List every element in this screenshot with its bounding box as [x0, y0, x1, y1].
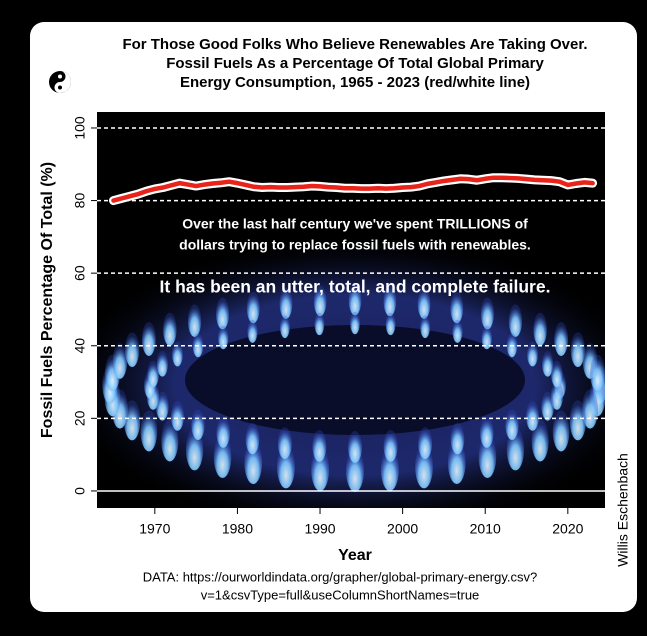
- source-note: v=1&csvType=full&useColumnShortNames=tru…: [201, 587, 480, 602]
- flame: [420, 315, 431, 339]
- flame: [481, 325, 492, 350]
- flame: [156, 391, 169, 421]
- flame: [247, 319, 258, 343]
- flame: [554, 322, 569, 356]
- flame: [125, 332, 140, 368]
- flame: [526, 401, 540, 431]
- chart-title: Energy Consumption, 1965 - 2023 (red/whi…: [180, 74, 530, 91]
- flame: [277, 427, 292, 460]
- flame: [163, 312, 177, 346]
- flame: [156, 351, 168, 377]
- flame: [140, 410, 158, 452]
- flame: [191, 409, 205, 440]
- flame: [417, 287, 431, 319]
- y-tick-label: 40: [72, 338, 88, 354]
- flame: [541, 391, 554, 421]
- flame: [452, 319, 463, 343]
- flame: [216, 417, 230, 448]
- flame: [551, 361, 563, 388]
- flame: [245, 423, 260, 455]
- series-line: [111, 175, 595, 203]
- flame: [112, 343, 128, 379]
- x-tick-label: 1990: [304, 521, 335, 537]
- source-note: DATA: https://ourworldindata.org/grapher…: [143, 569, 538, 584]
- flame: [531, 419, 549, 462]
- x-tick-label: 2010: [470, 521, 501, 537]
- flame: [533, 312, 547, 346]
- credit: Willis Eschenbach: [615, 453, 631, 567]
- flame: [246, 291, 260, 324]
- x-axis-label: Year: [338, 547, 372, 564]
- flame: [569, 400, 587, 441]
- y-axis-label: Fossil Fuels Percentage Of Total (%): [39, 162, 56, 438]
- chart-title: For Those Good Folks Who Believe Renewab…: [122, 36, 587, 53]
- annotation: Over the last half century we've spent T…: [182, 216, 528, 232]
- flame: [550, 381, 564, 410]
- flame: [123, 400, 141, 441]
- flame: [161, 419, 179, 462]
- flame: [480, 297, 494, 330]
- flame: [279, 315, 290, 339]
- flame: [542, 351, 554, 377]
- flame: [312, 430, 327, 463]
- chart-title: Fossil Fuels As a Percentage Of Total Gl…: [166, 55, 544, 72]
- flame: [385, 312, 396, 336]
- y-tick-label: 100: [72, 116, 88, 140]
- flame: [348, 284, 362, 316]
- flame: [480, 417, 494, 448]
- annotation: dollars trying to replace fossil fuels w…: [179, 237, 531, 253]
- flame: [141, 322, 156, 356]
- x-tick-label: 2020: [552, 521, 583, 537]
- flame: [383, 430, 398, 463]
- flame: [213, 435, 232, 478]
- flame: [187, 304, 202, 337]
- flame: [450, 423, 465, 455]
- x-tick-label: 2000: [387, 521, 418, 537]
- flame: [313, 285, 327, 317]
- flame: [508, 304, 523, 337]
- x-tick-label: 1970: [139, 521, 170, 537]
- flame: [350, 311, 360, 335]
- flame: [527, 341, 538, 367]
- flame: [170, 401, 184, 431]
- y-tick-label: 20: [72, 410, 88, 426]
- plot: [97, 127, 605, 492]
- annotation: It has been an utter, total, and complet…: [160, 277, 551, 297]
- flame: [450, 291, 464, 324]
- flame: [590, 354, 605, 392]
- flame: [505, 409, 519, 440]
- logo: [49, 71, 71, 93]
- y-tick-label: 80: [72, 193, 88, 209]
- flame: [552, 410, 570, 452]
- flame: [216, 297, 230, 330]
- flame-photo: [97, 235, 605, 508]
- flame: [147, 361, 159, 388]
- y-tick-label: 0: [72, 487, 88, 495]
- flame: [383, 285, 397, 317]
- x-tick-label: 1980: [222, 521, 253, 537]
- y-tick-label: 60: [72, 265, 88, 281]
- flame: [279, 287, 293, 319]
- flame: [570, 332, 585, 368]
- flame: [348, 431, 362, 463]
- flame: [218, 325, 229, 350]
- flame: [172, 341, 183, 367]
- flame: [478, 435, 497, 478]
- flame: [418, 427, 433, 460]
- flame: [314, 312, 325, 336]
